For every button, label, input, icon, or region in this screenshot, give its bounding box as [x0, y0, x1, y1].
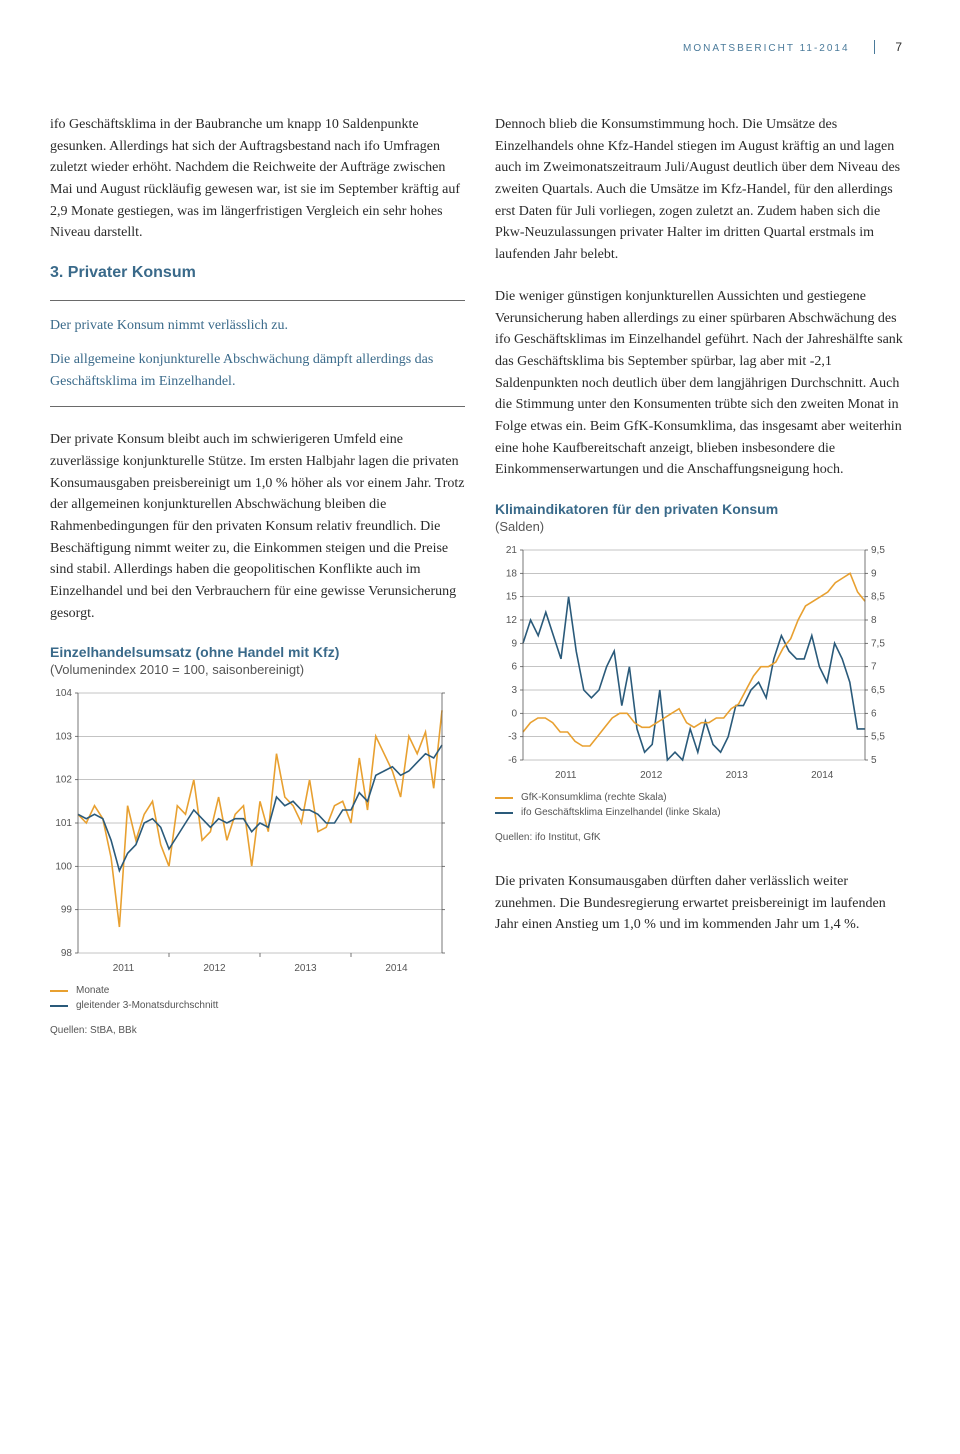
- svg-text:2013: 2013: [294, 963, 317, 974]
- right-column: Dennoch blieb die Konsumstimmung hoch. D…: [495, 114, 910, 1036]
- chart2-title: Klimaindikatoren für den privaten Konsum: [495, 501, 910, 517]
- right-para-3: Die privaten Konsumausgaben dürften dahe…: [495, 871, 910, 936]
- svg-text:101: 101: [55, 818, 72, 829]
- legend-swatch: [50, 990, 68, 992]
- svg-text:104: 104: [55, 688, 72, 699]
- svg-text:7: 7: [871, 662, 877, 673]
- svg-text:2013: 2013: [726, 770, 749, 781]
- svg-text:2011: 2011: [113, 963, 135, 974]
- legend-label: GfK-Konsumklima (rechte Skala): [521, 792, 667, 803]
- svg-text:103: 103: [55, 732, 72, 743]
- page-header: MONATSBERICHT 11-2014 7: [50, 40, 910, 54]
- svg-text:2014: 2014: [385, 963, 408, 974]
- svg-text:9: 9: [511, 638, 517, 649]
- chart2-sources: Quellen: ifo Institut, GfK: [495, 832, 910, 843]
- section-title-private-consumption: 3. Privater Konsum: [50, 264, 465, 282]
- summary-block: Der private Konsum nimmt verlässlich zu.…: [50, 300, 465, 407]
- legend-swatch: [50, 1005, 68, 1007]
- svg-text:98: 98: [61, 948, 73, 959]
- chart1-title: Einzelhandelsumsatz (ohne Handel mit Kfz…: [50, 644, 465, 660]
- chart1-subtitle: (Volumenindex 2010 = 100, saisonbereinig…: [50, 662, 465, 677]
- svg-text:9,5: 9,5: [871, 545, 885, 556]
- chart2-legend: GfK-Konsumklima (rechte Skala) ifo Geschä…: [495, 792, 910, 818]
- svg-text:7,5: 7,5: [871, 638, 885, 649]
- svg-text:12: 12: [506, 615, 518, 626]
- legend-item: ifo Geschäftsklima Einzelhandel (linke S…: [495, 807, 910, 818]
- svg-text:6: 6: [871, 708, 877, 719]
- svg-text:21: 21: [506, 545, 518, 556]
- svg-text:15: 15: [506, 592, 518, 603]
- chart2-svg: -6 5 -3 5,5 0 6 3 6,5 6 7 9 7,5 12 8 15 8,5 18 9 21 9,5 2011…: [495, 544, 895, 784]
- svg-text:5,5: 5,5: [871, 732, 885, 743]
- left-para-2: Der private Konsum bleibt auch im schwie…: [50, 429, 465, 624]
- legend-swatch: [495, 812, 513, 814]
- svg-text:102: 102: [55, 775, 72, 786]
- chart-retail-turnover: Einzelhandelsumsatz (ohne Handel mit Kfz…: [50, 644, 465, 1036]
- legend-label: gleitender 3-Monatsdurchschnitt: [76, 1000, 218, 1011]
- page-number: 7: [874, 40, 902, 54]
- left-para-1: ifo Geschäftsklima in der Baubranche um …: [50, 114, 465, 244]
- svg-text:8: 8: [871, 615, 877, 626]
- svg-text:6,5: 6,5: [871, 685, 885, 696]
- svg-text:0: 0: [511, 708, 517, 719]
- two-column-layout: ifo Geschäftsklima in der Baubranche um …: [50, 114, 910, 1036]
- svg-text:-3: -3: [508, 732, 517, 743]
- svg-text:5: 5: [871, 755, 877, 766]
- right-para-1: Dennoch blieb die Konsumstimmung hoch. D…: [495, 114, 910, 266]
- chart1-svg: 98 99 100 101 102 103 104 2011 2012 2013 2014: [50, 687, 450, 977]
- legend-item: Monate: [50, 985, 465, 996]
- svg-text:99: 99: [61, 905, 73, 916]
- svg-text:6: 6: [511, 662, 517, 673]
- chart-climate-indicators: Klimaindikatoren für den privaten Konsum…: [495, 501, 910, 843]
- svg-text:2012: 2012: [203, 963, 226, 974]
- svg-text:2012: 2012: [640, 770, 663, 781]
- svg-text:100: 100: [55, 862, 72, 873]
- svg-text:8,5: 8,5: [871, 592, 885, 603]
- legend-swatch: [495, 797, 513, 799]
- legend-item: gleitender 3-Monatsdurchschnitt: [50, 1000, 465, 1011]
- summary-line-2: Die allgemeine konjunkturelle Abschwächu…: [50, 349, 465, 392]
- left-column: ifo Geschäftsklima in der Baubranche um …: [50, 114, 465, 1036]
- svg-text:18: 18: [506, 568, 518, 579]
- svg-text:9: 9: [871, 568, 877, 579]
- svg-text:3: 3: [511, 685, 517, 696]
- legend-item: GfK-Konsumklima (rechte Skala): [495, 792, 910, 803]
- chart2-subtitle: (Salden): [495, 519, 910, 534]
- legend-label: ifo Geschäftsklima Einzelhandel (linke S…: [521, 807, 721, 818]
- svg-text:-6: -6: [508, 755, 517, 766]
- right-para-2: Die weniger günstigen konjunkturellen Au…: [495, 286, 910, 481]
- summary-line-1: Der private Konsum nimmt verlässlich zu.: [50, 315, 465, 337]
- svg-text:2011: 2011: [555, 770, 577, 781]
- svg-text:2014: 2014: [811, 770, 834, 781]
- legend-label: Monate: [76, 985, 109, 996]
- chart1-sources: Quellen: StBA, BBk: [50, 1025, 465, 1036]
- chart1-legend: Monate gleitender 3-Monatsdurchschnitt: [50, 985, 465, 1011]
- header-title: MONATSBERICHT 11-2014: [683, 43, 849, 54]
